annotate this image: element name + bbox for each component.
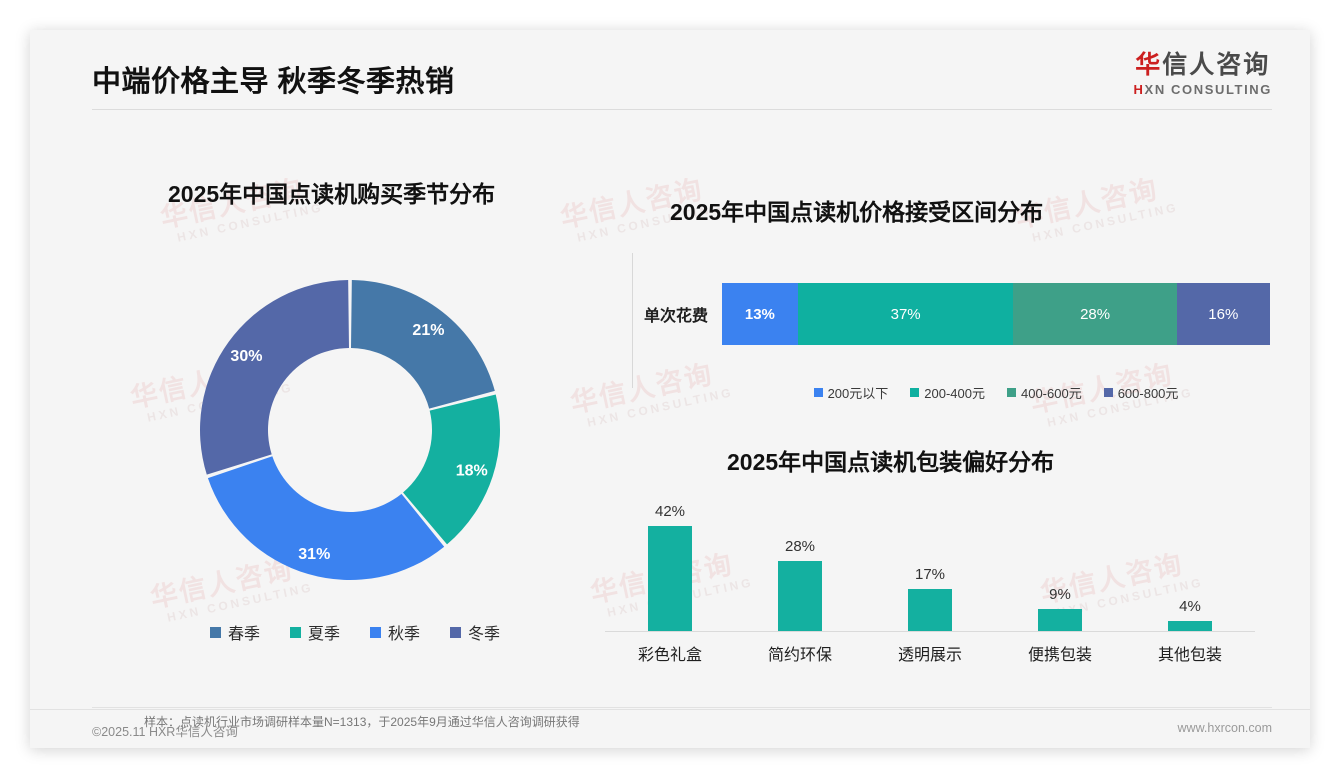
donut-slice-label: 31% xyxy=(298,546,330,563)
copyright-text: ©2025.11 HXR华信人咨询 xyxy=(92,725,238,739)
legend-swatch-icon xyxy=(450,626,462,638)
legend-item[interactable]: 春季 xyxy=(209,620,260,644)
legend-label: 夏季 xyxy=(307,626,340,643)
packaging-bar-category: 其他包装 xyxy=(1157,647,1222,664)
legend-swatch-icon xyxy=(289,626,301,638)
source-note: 样本：点读机行业市场调研样本量N=1313，于2025年9月通过华信人咨询调研获… xyxy=(144,715,580,729)
legend-label: 200-400元 xyxy=(924,386,985,401)
season-donut-svg: 21% 18% 31% 30% xyxy=(200,280,500,580)
packaging-bar-title: 2025年中国点读机包装偏好分布 xyxy=(727,449,1055,475)
donut-slice[interactable] xyxy=(207,456,445,580)
price-stacked-segment[interactable]: 16% xyxy=(1176,283,1270,345)
logo-en-rest: XN CONSULTING xyxy=(1144,81,1272,97)
price-stacked-row: 单次花费 13% 37% 28% 16% xyxy=(630,283,1270,345)
packaging-bar-rect[interactable] xyxy=(1168,621,1212,631)
price-stacked-segment[interactable]: 13% xyxy=(722,283,798,345)
slide-canvas: 华信人咨询 HXN CONSULTING 华信人咨询 HXN CONSULTIN… xyxy=(30,30,1310,748)
logo-en-accent: H xyxy=(1133,81,1145,97)
packaging-bar-column[interactable]: 4% xyxy=(1130,491,1250,631)
donut-slice-label: 30% xyxy=(230,348,262,365)
packaging-bar-category: 简约环保 xyxy=(767,647,832,664)
legend-item[interactable]: 冬季 xyxy=(450,620,500,644)
packaging-bar-column[interactable]: 17% xyxy=(870,491,990,631)
price-axis-line xyxy=(632,253,633,388)
legend-swatch-icon xyxy=(1006,388,1016,397)
price-stacked-segment[interactable]: 37% xyxy=(797,283,1014,345)
season-donut-legend: 春季 夏季 秋季 冬季 xyxy=(90,620,620,644)
packaging-bar-category: 便携包装 xyxy=(1027,647,1092,664)
website-link[interactable]: www.hxrcon.com xyxy=(1177,721,1272,735)
legend-label: 冬季 xyxy=(468,626,501,643)
legend-label: 600-800元 xyxy=(1117,386,1179,401)
logo-text-en: HXN CONSULTING xyxy=(1134,82,1272,97)
packaging-bar-value: 28% xyxy=(784,538,816,556)
donut-slice[interactable] xyxy=(200,280,349,475)
slide-header: 中端价格主导 秋季冬季热销 华信人咨询 HXN CONSULTING xyxy=(30,30,1310,120)
price-stacked-title: 2025年中国点读机价格接受区间分布 xyxy=(670,199,1044,225)
packaging-category-labels: 彩色礼盒 简约环保 透明展示 便携包装 其他包装 xyxy=(605,641,1255,665)
logo-text-cn: 华信人咨询 xyxy=(1134,51,1272,80)
packaging-bar-rect[interactable] xyxy=(1038,608,1082,631)
packaging-bar-chart: 2025年中国点读机包装偏好分布 42% 28% 17% 9% 4% 彩色礼盒 简约环保 透… xyxy=(585,425,1275,685)
price-stacked-segment[interactable]: 28% xyxy=(1013,283,1177,345)
price-stacked-bar[interactable]: 13% 37% 28% 16% xyxy=(722,283,1270,345)
packaging-bar-value: 42% xyxy=(654,503,686,521)
donut-slice-label: 21% xyxy=(412,322,444,339)
legend-label: 400-600元 xyxy=(1020,386,1082,401)
packaging-bar-rect[interactable] xyxy=(648,526,692,631)
page-title: 中端价格主导 秋季冬季热销 xyxy=(92,66,455,98)
packaging-bar-category: 透明展示 xyxy=(897,647,962,664)
packaging-bar-column[interactable]: 42% xyxy=(610,491,730,631)
donut-slice[interactable] xyxy=(403,394,500,545)
legend-item[interactable]: 秋季 xyxy=(370,620,420,644)
slide-footer: ©2025.11 HXR华信人咨询 www.hxrcon.com xyxy=(30,709,1310,748)
price-category-label: 单次花费 xyxy=(643,308,708,325)
legend-swatch-icon xyxy=(370,626,381,638)
legend-swatch-icon xyxy=(1103,388,1113,397)
packaging-bar-rect[interactable] xyxy=(778,561,822,631)
logo-accent-char: 华 xyxy=(1135,51,1163,79)
season-donut-title: 2025年中国点读机购买季节分布 xyxy=(168,181,496,207)
header-divider xyxy=(92,109,1272,110)
packaging-bar-rect[interactable] xyxy=(908,588,952,631)
packaging-bar-column[interactable]: 28% xyxy=(740,491,860,631)
legend-item[interactable]: 200-400元 xyxy=(910,383,985,402)
legend-item[interactable]: 400-600元 xyxy=(1006,383,1082,402)
legend-label: 春季 xyxy=(227,626,260,643)
packaging-bar-value: 4% xyxy=(1179,598,1201,616)
packaging-bars-plot: 42% 28% 17% 9% 4% xyxy=(605,491,1255,631)
legend-item[interactable]: 600-800元 xyxy=(1103,383,1179,402)
price-stacked-legend: 200元以下 200-400元 400-600元 600-800元 xyxy=(722,383,1270,402)
legend-item[interactable]: 夏季 xyxy=(289,620,340,644)
legend-swatch-icon xyxy=(209,626,221,638)
donut-slice[interactable] xyxy=(351,280,495,409)
legend-label: 200元以下 xyxy=(827,386,889,401)
legend-label: 秋季 xyxy=(388,626,421,643)
price-stacked-chart: 2025年中国点读机价格接受区间分布 单次花费 13% 37% 28% 16% 200… xyxy=(630,135,1270,435)
packaging-bar-column[interactable]: 9% xyxy=(1000,491,1120,631)
packaging-bar-category: 彩色礼盒 xyxy=(637,647,702,664)
packaging-bar-value: 17% xyxy=(914,565,946,583)
company-logo: 华信人咨询 HXN CONSULTING xyxy=(1134,51,1272,97)
packaging-bar-value: 9% xyxy=(1049,585,1071,603)
footer-divider xyxy=(92,707,1272,708)
season-donut-chart: 2025年中国点读机购买季节分布 21% 18% 31% 30% 春季 夏季 秋季 冬季 xyxy=(90,135,620,675)
packaging-axis-line xyxy=(605,631,1255,632)
logo-rest-chars: 信人咨询 xyxy=(1162,51,1271,79)
legend-item[interactable]: 200元以下 xyxy=(813,383,889,402)
legend-swatch-icon xyxy=(910,388,920,397)
legend-swatch-icon xyxy=(813,388,823,397)
donut-slice-label: 18% xyxy=(456,463,488,480)
